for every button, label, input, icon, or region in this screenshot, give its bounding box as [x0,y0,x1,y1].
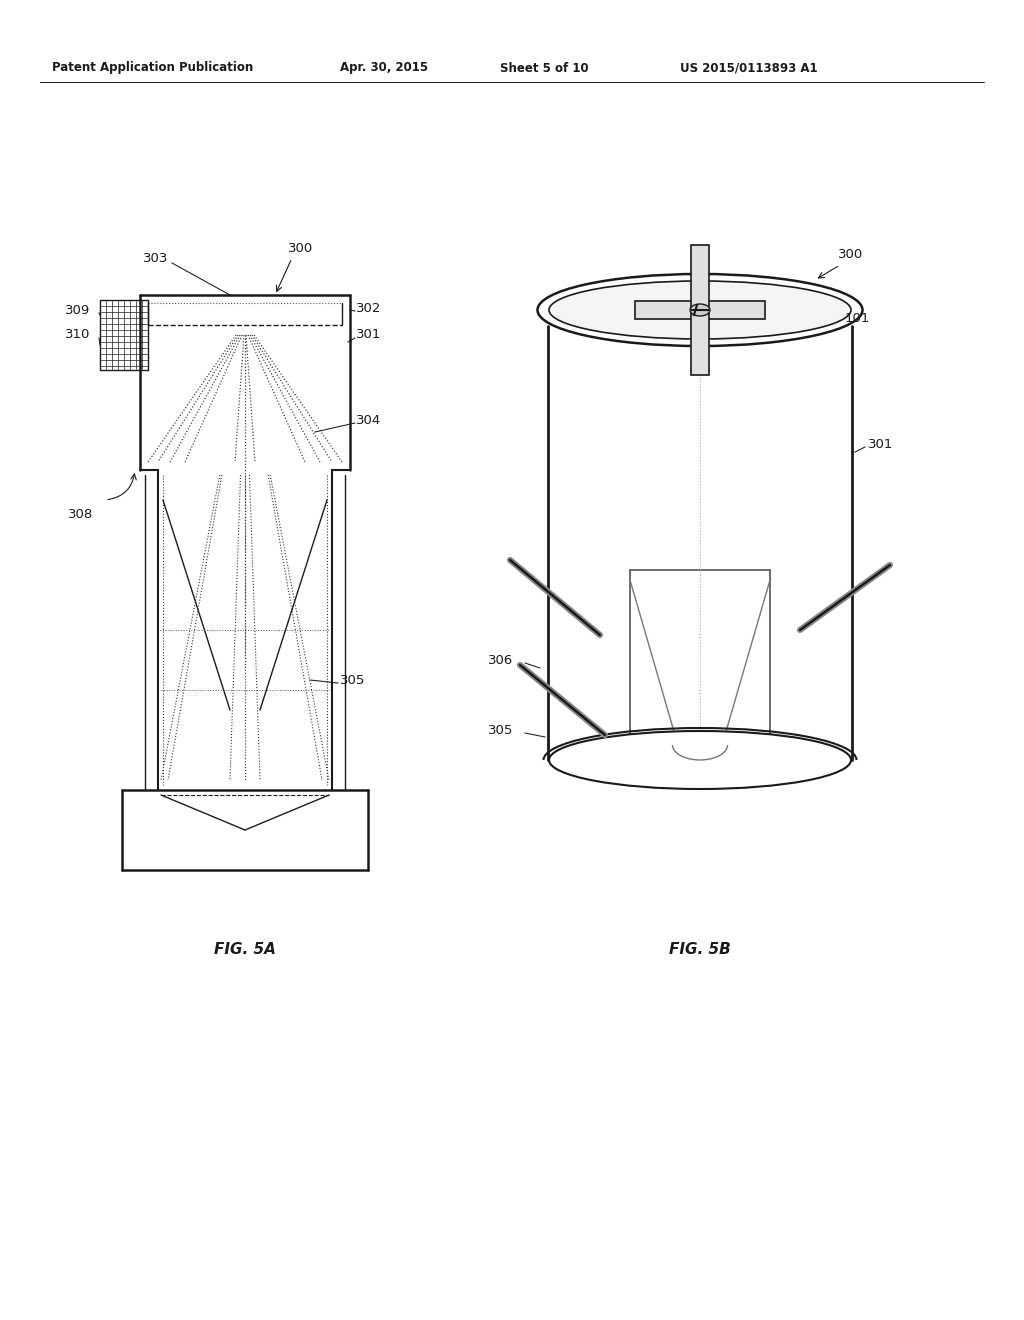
Text: FIG. 5A: FIG. 5A [214,942,275,957]
Polygon shape [691,246,709,375]
Ellipse shape [538,275,862,346]
Text: 300: 300 [288,242,313,255]
Ellipse shape [690,304,710,315]
Text: Patent Application Publication: Patent Application Publication [52,62,253,74]
Text: 303: 303 [142,252,168,264]
Text: 305: 305 [340,673,366,686]
Text: Apr. 30, 2015: Apr. 30, 2015 [340,62,428,74]
Polygon shape [635,301,765,319]
Text: 310: 310 [65,329,90,342]
Text: 302: 302 [356,301,381,314]
Text: 305: 305 [488,723,513,737]
Text: 309: 309 [65,304,90,317]
Text: 301: 301 [356,329,381,342]
Text: US 2015/0113893 A1: US 2015/0113893 A1 [680,62,817,74]
Text: FIG. 5B: FIG. 5B [669,942,731,957]
Text: 304: 304 [356,413,381,426]
Ellipse shape [549,731,851,789]
Text: 308: 308 [68,508,93,521]
Text: 301: 301 [868,438,893,451]
Ellipse shape [549,281,851,339]
Text: 101: 101 [845,312,870,325]
Text: 306: 306 [488,653,513,667]
Text: 300: 300 [838,248,863,261]
Text: Sheet 5 of 10: Sheet 5 of 10 [500,62,589,74]
